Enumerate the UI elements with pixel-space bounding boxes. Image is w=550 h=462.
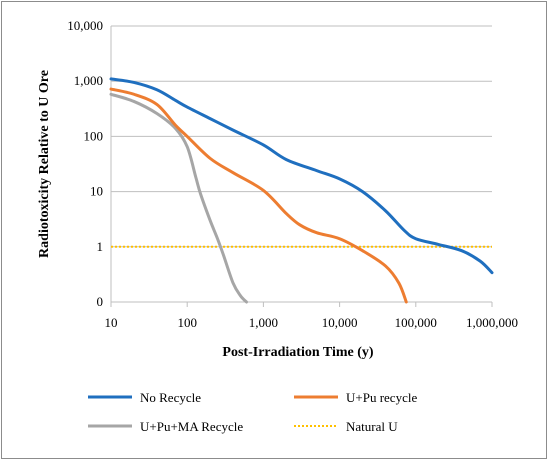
x-tick-label: 1,000 — [249, 315, 278, 330]
tick-label-layer: 0 1 10 100 1,000 10,000 10 100 1,000 10,000 100,00… — [67, 18, 518, 330]
y-tick-label: 100 — [84, 128, 104, 143]
legend-label: U+Pu+MA Recycle — [140, 419, 243, 434]
series-line-u-pu-recycle — [109, 87, 408, 304]
y-tick-label: 0 — [97, 294, 104, 309]
series-line-u-pu-ma-recycle — [109, 92, 248, 304]
x-tick-label: 1,000,000 — [466, 315, 518, 330]
y-tick-label: 10 — [90, 184, 103, 199]
series-line-no-recycle — [109, 77, 494, 275]
y-axis-title: Radiotoxicity Relative to U Ore — [37, 70, 52, 258]
x-tick-label: 10,000 — [322, 315, 358, 330]
x-tick-label: 10 — [105, 315, 118, 330]
x-tick-label: 100,000 — [395, 315, 437, 330]
x-axis-title: Post-Irradiation Time (y) — [222, 345, 373, 360]
legend-label: No Recycle — [140, 390, 201, 405]
x-tick-label: 100 — [177, 315, 197, 330]
series-layer — [109, 77, 494, 304]
y-tick-label: 1,000 — [74, 73, 103, 88]
legend-label: U+Pu recycle — [346, 390, 417, 405]
legend: No Recycle U+Pu recycle U+Pu+MA Recycle Nat… — [88, 390, 417, 434]
y-tick-label: 10,000 — [67, 18, 103, 33]
y-tick-label: 1 — [97, 239, 104, 254]
legend-label: Natural U — [346, 419, 398, 434]
